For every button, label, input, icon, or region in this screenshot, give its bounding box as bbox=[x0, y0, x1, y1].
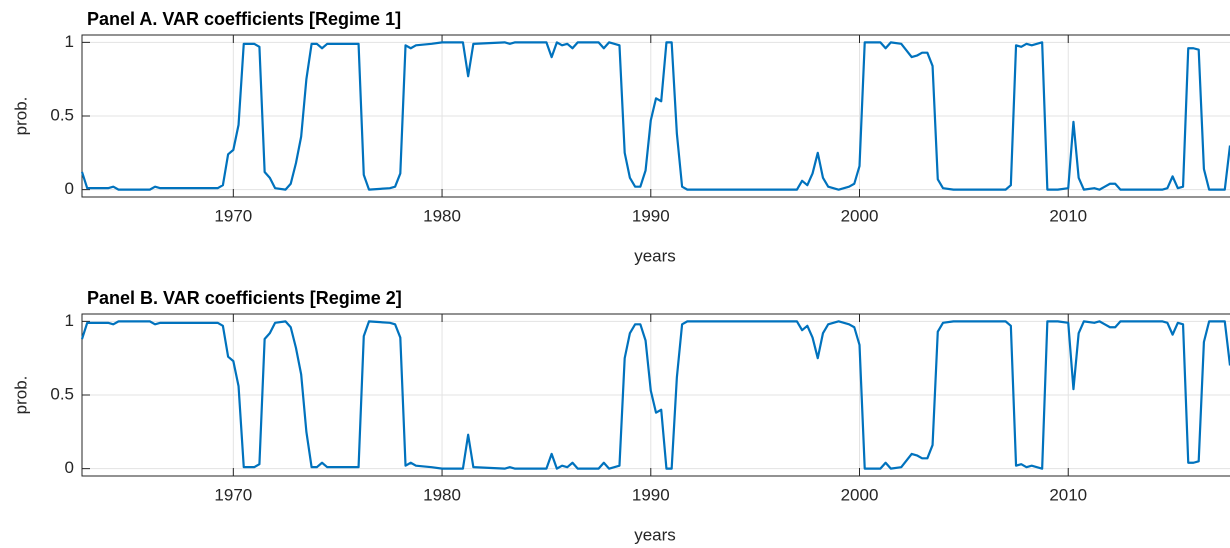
x-tick-label: 2000 bbox=[841, 485, 879, 504]
axes-box bbox=[81, 313, 1230, 477]
x-tick-label: 2000 bbox=[841, 206, 879, 225]
y-tick-label: 0 bbox=[65, 179, 74, 198]
x-tick-label: 1970 bbox=[214, 485, 252, 504]
y-axis-label: prob. bbox=[11, 376, 30, 415]
x-tick-label: 1990 bbox=[632, 485, 670, 504]
chart-title: Panel B. VAR coefficients [Regime 2] bbox=[87, 288, 402, 308]
x-tick-label: 1980 bbox=[423, 485, 461, 504]
y-tick-label: 0.5 bbox=[50, 384, 74, 403]
x-tick-label: 1990 bbox=[632, 206, 670, 225]
data-line bbox=[80, 41, 1230, 191]
y-tick-label: 1 bbox=[65, 311, 74, 330]
x-tick-label: 2010 bbox=[1049, 206, 1087, 225]
data-line bbox=[80, 320, 1230, 470]
y-tick-label: 0.5 bbox=[50, 105, 74, 124]
x-axis-label: years bbox=[634, 246, 676, 265]
axes-box bbox=[81, 34, 1230, 198]
chart-title: Panel A. VAR coefficients [Regime 1] bbox=[87, 9, 401, 29]
y-axis-label: prob. bbox=[11, 97, 30, 136]
x-tick-label: 2010 bbox=[1049, 485, 1087, 504]
x-tick-label: 1970 bbox=[214, 206, 252, 225]
y-tick-label: 1 bbox=[65, 32, 74, 51]
x-axis-label: years bbox=[634, 525, 676, 544]
x-tick-label: 1980 bbox=[423, 206, 461, 225]
y-tick-label: 0 bbox=[65, 458, 74, 477]
